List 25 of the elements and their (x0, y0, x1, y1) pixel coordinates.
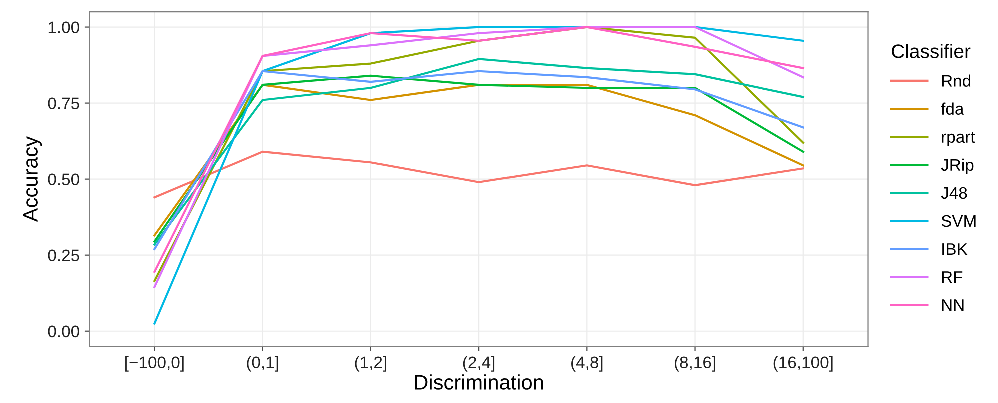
y-tick-label: 1.00 (48, 22, 80, 34)
legend-label: NN (942, 300, 964, 312)
y-tick-label: 0.75 (48, 98, 80, 110)
x-tick-label: (0,1] (247, 356, 278, 372)
legend-label: fda (941, 102, 964, 116)
y-axis-title: Accuracy (23, 136, 42, 222)
legend-label: J48 (941, 187, 968, 200)
y-tick-label: 0.50 (48, 174, 80, 186)
legend-title: Classifier (892, 44, 971, 58)
legend-label: JRip (941, 158, 974, 174)
line-series (154, 150, 804, 199)
x-tick-label: (16,100] (774, 356, 833, 372)
legend-label: IBK (942, 244, 968, 256)
legend-label: RF (942, 272, 963, 284)
legend-label: Rnd (942, 74, 971, 87)
x-tick-label: (4,8] (572, 356, 603, 372)
x-tick-label: [−100,0] (126, 356, 184, 372)
x-axis-title: Discrimination (415, 374, 544, 390)
x-tick-label: (8,16] (675, 356, 716, 372)
x-tick-label: (1,2] (355, 356, 386, 372)
legend-label: rpart (942, 132, 976, 146)
y-tick-label: 0.00 (48, 326, 80, 338)
y-tick-label: 0.25 (48, 250, 80, 262)
legend-label: SVM (942, 215, 976, 228)
x-tick-label: (2,4] (463, 356, 495, 372)
